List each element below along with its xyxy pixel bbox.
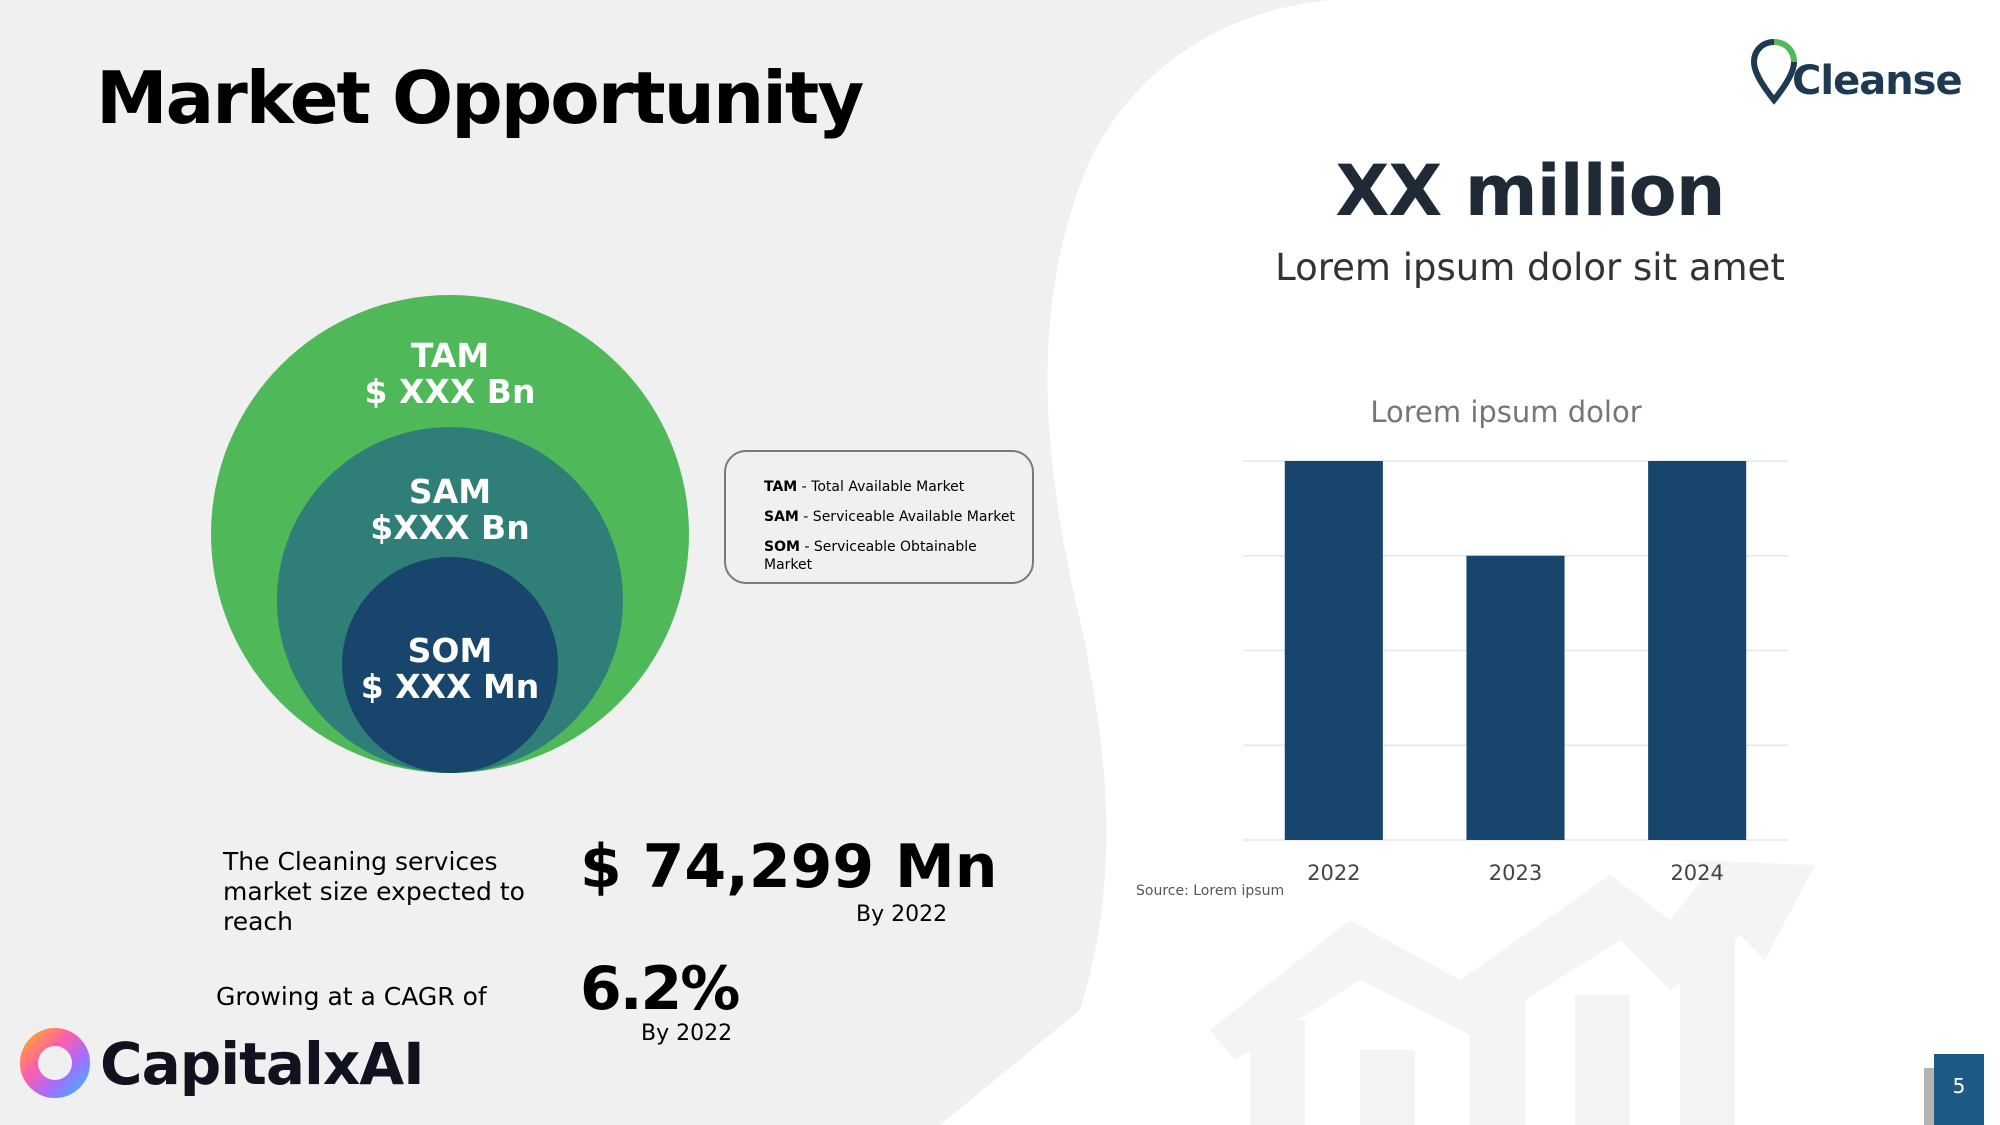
bar-2022: [1284, 461, 1383, 840]
source-note: Source: Lorem ipsum: [1136, 883, 1285, 899]
som-value: $ XXX Mn: [360, 667, 540, 706]
cagr-label: Growing at a CAGR of: [216, 982, 487, 1011]
tam-label: TAM $ XXX Bn: [300, 338, 600, 410]
page-title: Market Opportunity: [96, 56, 864, 140]
growth-arrow-watermark-icon: [1210, 860, 1815, 1125]
cleanse-logo: Cleanse: [1750, 38, 1963, 108]
tam-value: $ XXX Bn: [364, 372, 536, 411]
location-pin-icon: [1750, 39, 1797, 105]
market-circles: [211, 295, 689, 773]
ring-logo-icon: [20, 1028, 90, 1098]
sam-label: SAM $XXX Bn: [300, 474, 600, 546]
legend-row-tam: TAM - Total Available Market: [764, 478, 1016, 496]
x-tick-label-2024: 2024: [1670, 861, 1723, 885]
x-tick-label-2022: 2022: [1307, 861, 1360, 885]
page-number: 5: [1934, 1054, 1984, 1125]
page-tab-accent: [1924, 1068, 1934, 1125]
som-circle: [342, 557, 558, 773]
legend-desc: - Serviceable Obtainable Market: [764, 539, 977, 573]
headline-subtitle: Lorem ipsum dolor sit amet: [1275, 246, 1785, 289]
capitalxai-logo-text: CapitalxAI: [100, 1030, 425, 1098]
bar-2023: [1466, 555, 1565, 840]
cleanse-logo-text: Cleanse: [1792, 58, 1963, 104]
chart-title: Lorem ipsum dolor: [1370, 395, 1641, 429]
x-tick-label-2023: 2023: [1489, 861, 1542, 885]
legend-abbr: SAM: [764, 509, 799, 525]
capitalxai-logo: CapitalxAI: [18, 1020, 438, 1100]
headline-value: XX million: [1335, 150, 1725, 232]
cagr-by: By 2022: [641, 1021, 733, 1046]
market-size-value: $ 74,299 Mn: [580, 832, 998, 902]
market-size-label: The Cleaning services market size expect…: [223, 847, 525, 936]
bar-chart: Lorem ipsum dolor 2022 2023 2024: [1243, 395, 1788, 885]
legend-box: TAM - Total Available Market SAM - Servi…: [724, 450, 1034, 584]
legend-row-sam: SAM - Serviceable Available Market: [764, 508, 1016, 526]
sam-name: SAM: [408, 472, 492, 511]
legend-row-som: SOM - Serviceable Obtainable Market: [764, 538, 1016, 574]
market-size-by: By 2022: [856, 902, 948, 927]
legend-desc: - Total Available Market: [797, 479, 965, 495]
som-label: SOM $ XXX Mn: [300, 633, 600, 705]
sam-value: $XXX Bn: [370, 508, 530, 547]
som-name: SOM: [407, 631, 493, 670]
legend-abbr: TAM: [764, 479, 798, 495]
tam-name: TAM: [410, 336, 490, 375]
legend-desc: - Serviceable Available Market: [798, 509, 1015, 525]
legend-abbr: SOM: [764, 539, 800, 555]
cagr-value: 6.2%: [580, 954, 740, 1024]
bar-2024: [1648, 461, 1747, 840]
